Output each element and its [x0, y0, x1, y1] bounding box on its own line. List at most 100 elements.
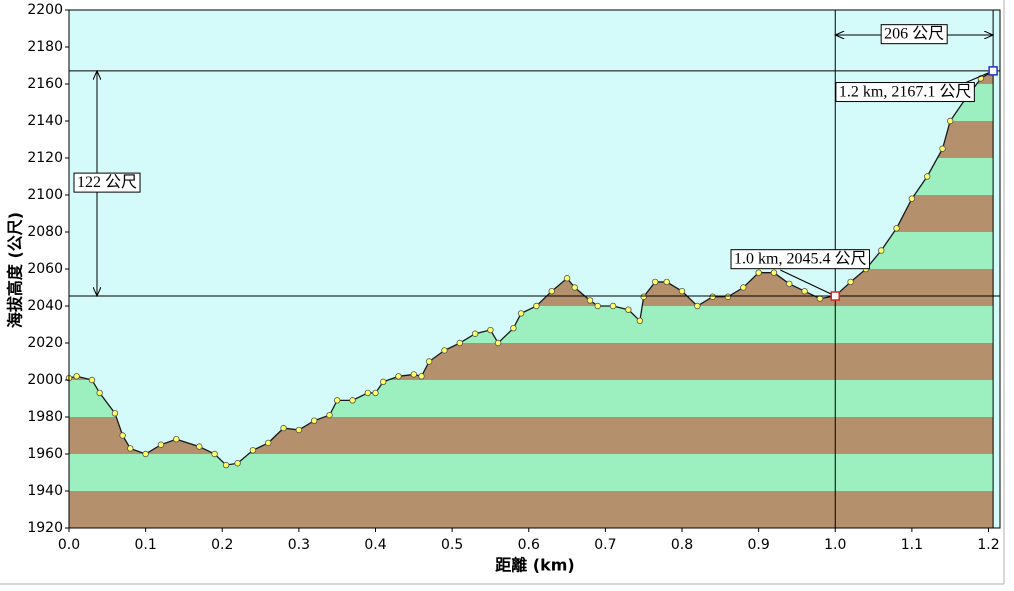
- marker-label-frame: [835, 82, 975, 103]
- y-tick-label: 1940: [27, 483, 63, 499]
- distance-label-frame: [880, 24, 948, 45]
- profile-point: [111, 410, 119, 417]
- x-tick-label: 0.3: [288, 537, 310, 553]
- profile-point: [119, 432, 126, 439]
- x-tick-label: 0.7: [594, 537, 616, 553]
- profile-point: [847, 278, 854, 286]
- y-tick-label: 2160: [27, 76, 63, 92]
- y-tick-label: 1960: [27, 446, 63, 462]
- profile-point: [395, 373, 402, 380]
- profile-point: [740, 284, 747, 291]
- profile-point: [379, 378, 387, 386]
- profile-point: [142, 450, 149, 458]
- profile-point: [222, 461, 230, 469]
- profile-point: [73, 373, 80, 380]
- profile-point: [517, 310, 525, 317]
- profile-point: [96, 389, 103, 397]
- y-tick-label: 2100: [27, 187, 63, 203]
- profile-point: [786, 280, 793, 287]
- profile-point: [594, 302, 601, 310]
- profile-point: [724, 293, 732, 300]
- y-axis-title: 海拔高度 (公尺): [6, 212, 25, 328]
- marker-label-box: 1.2 km, 2167.1 公尺: [835, 82, 975, 103]
- profile-point: [211, 450, 218, 458]
- profile-point: [663, 278, 670, 286]
- profile-point: [586, 297, 594, 304]
- profile-point: [609, 302, 617, 310]
- profile-point: [548, 288, 555, 295]
- profile-point: [441, 347, 448, 354]
- marker-point: [988, 66, 998, 76]
- y-tick-label: 2180: [27, 39, 63, 55]
- profile-point: [456, 339, 463, 347]
- profile-point: [234, 460, 241, 467]
- profile-point: [625, 306, 632, 313]
- x-tick-label: 0.4: [364, 537, 386, 553]
- profile-point: [893, 225, 900, 232]
- profile-point: [487, 326, 494, 334]
- x-tick-label: 0.5: [441, 537, 463, 553]
- profile-point: [196, 443, 203, 450]
- profile-point: [678, 288, 686, 295]
- profile-point: [425, 358, 433, 365]
- height-label: 122 公尺: [77, 174, 137, 191]
- profile-point: [908, 195, 916, 202]
- profile-point: [173, 436, 180, 443]
- profile-point: [770, 269, 778, 276]
- profile-point: [249, 447, 257, 454]
- height-label-frame: [73, 172, 141, 193]
- profile-point: [640, 293, 647, 300]
- profile-point: [801, 288, 808, 295]
- height-label-box: 122 公尺: [73, 172, 141, 193]
- elevation-band: [69, 491, 994, 528]
- profile-point: [410, 371, 418, 378]
- x-tick-label: 0.9: [747, 537, 769, 553]
- x-tick-label: 1.1: [901, 537, 923, 553]
- profile-point: [563, 275, 571, 282]
- marker-label: 1.0 km, 2045.4 公尺: [734, 251, 866, 268]
- profile-point: [694, 302, 701, 310]
- profile-line: [68, 70, 994, 466]
- profile-point: [295, 426, 303, 434]
- profile-point: [510, 325, 517, 332]
- marker-label: 1.2 km, 2167.1 公尺: [839, 84, 971, 101]
- y-tick-label: 2120: [27, 150, 63, 166]
- profile-point: [311, 417, 318, 424]
- elevation-band: [69, 454, 994, 491]
- profile-point: [265, 439, 272, 447]
- distance-label-box: 206 公尺: [880, 24, 948, 45]
- profile-point: [349, 397, 356, 404]
- profile-point: [418, 373, 425, 380]
- profile-point: [878, 247, 885, 254]
- profile-point: [326, 411, 333, 419]
- profile-point: [651, 278, 659, 286]
- y-tick-label: 2000: [27, 372, 63, 388]
- y-tick-label: 2060: [27, 261, 63, 277]
- profile-point: [372, 389, 379, 397]
- marker-label-box: 1.0 km, 2045.4 公尺: [730, 249, 870, 270]
- profile-point: [88, 376, 96, 384]
- profile-point: [157, 441, 165, 448]
- marker-label-frame: [730, 249, 870, 270]
- x-tick-label: 0.1: [134, 537, 156, 553]
- y-tick-label: 2080: [27, 224, 63, 240]
- y-tick-label: 2200: [27, 2, 63, 18]
- x-tick-label: 1.0: [824, 537, 846, 553]
- profile-point: [533, 302, 540, 310]
- x-tick-label: 1.2: [977, 537, 999, 553]
- callout-leader: [780, 269, 836, 297]
- x-axis-title: 距離 (km): [495, 556, 575, 575]
- x-tick-label: 0.6: [518, 537, 540, 553]
- profile-point: [816, 295, 824, 302]
- x-tick-label: 0.8: [671, 537, 693, 553]
- profile-point: [946, 117, 954, 125]
- y-tick-label: 2140: [27, 113, 63, 129]
- profile-point: [636, 317, 644, 324]
- profile-point: [471, 330, 479, 337]
- profile-point: [280, 424, 287, 432]
- profile-point: [494, 339, 502, 347]
- y-tick-label: 2020: [27, 335, 63, 351]
- profile-point: [939, 145, 946, 152]
- profile-point: [364, 389, 372, 397]
